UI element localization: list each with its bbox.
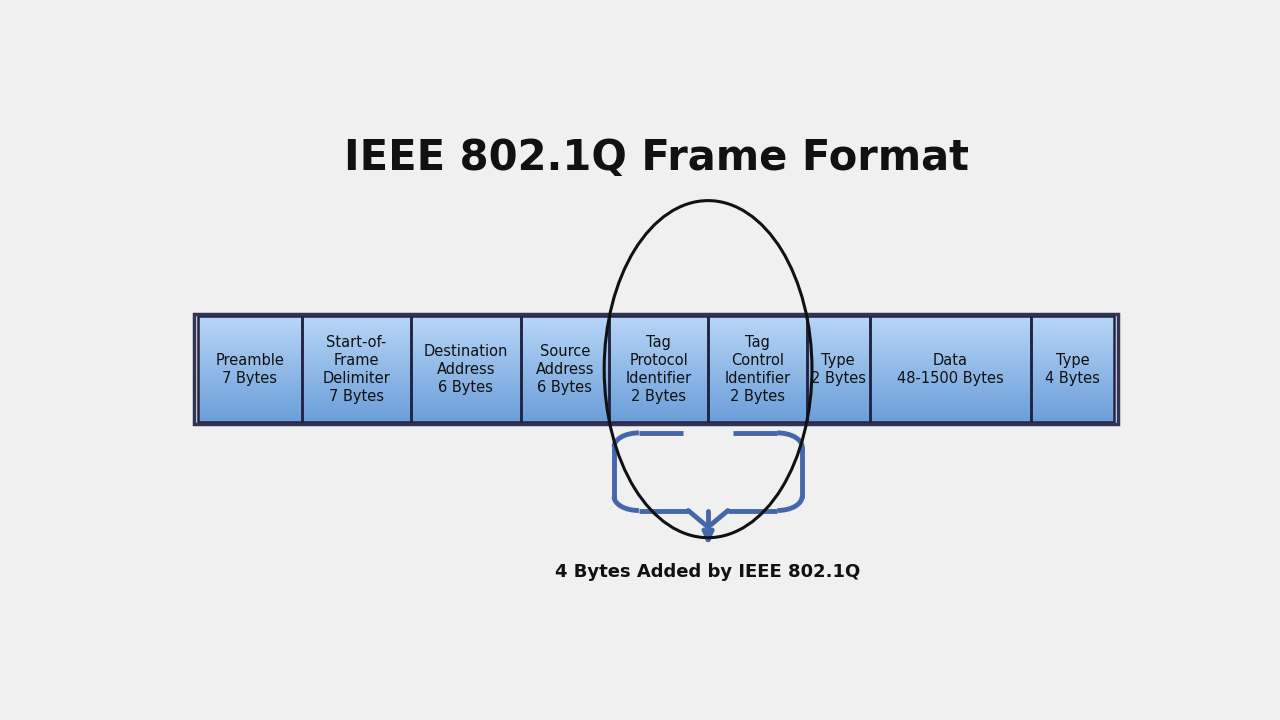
Text: Start-of-
Frame
Delimiter
7 Bytes: Start-of- Frame Delimiter 7 Bytes	[323, 335, 390, 404]
Text: IEEE 802.1Q Frame Format: IEEE 802.1Q Frame Format	[343, 138, 969, 179]
Text: 4 Bytes Added by IEEE 802.1Q: 4 Bytes Added by IEEE 802.1Q	[556, 563, 860, 581]
Text: Type
4 Bytes: Type 4 Bytes	[1046, 353, 1100, 386]
Bar	[1030, 317, 1115, 422]
Bar	[609, 317, 708, 422]
Text: Source
Address
6 Bytes: Source Address 6 Bytes	[535, 343, 594, 395]
Bar	[521, 317, 609, 422]
Bar	[193, 314, 1119, 424]
Text: Destination
Address
6 Bytes: Destination Address 6 Bytes	[424, 343, 508, 395]
Text: Preamble
7 Bytes: Preamble 7 Bytes	[215, 353, 284, 386]
Bar	[197, 317, 302, 422]
Text: Type
2 Bytes: Type 2 Bytes	[810, 353, 865, 386]
Text: Data
48-1500 Bytes: Data 48-1500 Bytes	[897, 353, 1004, 386]
Bar	[302, 317, 411, 422]
Bar	[869, 317, 1030, 422]
Text: Tag
Protocol
Identifier
2 Bytes: Tag Protocol Identifier 2 Bytes	[626, 335, 691, 404]
Bar	[411, 317, 521, 422]
Bar	[708, 317, 806, 422]
Bar	[806, 317, 869, 422]
Text: Tag
Control
Identifier
2 Bytes: Tag Control Identifier 2 Bytes	[724, 335, 791, 404]
